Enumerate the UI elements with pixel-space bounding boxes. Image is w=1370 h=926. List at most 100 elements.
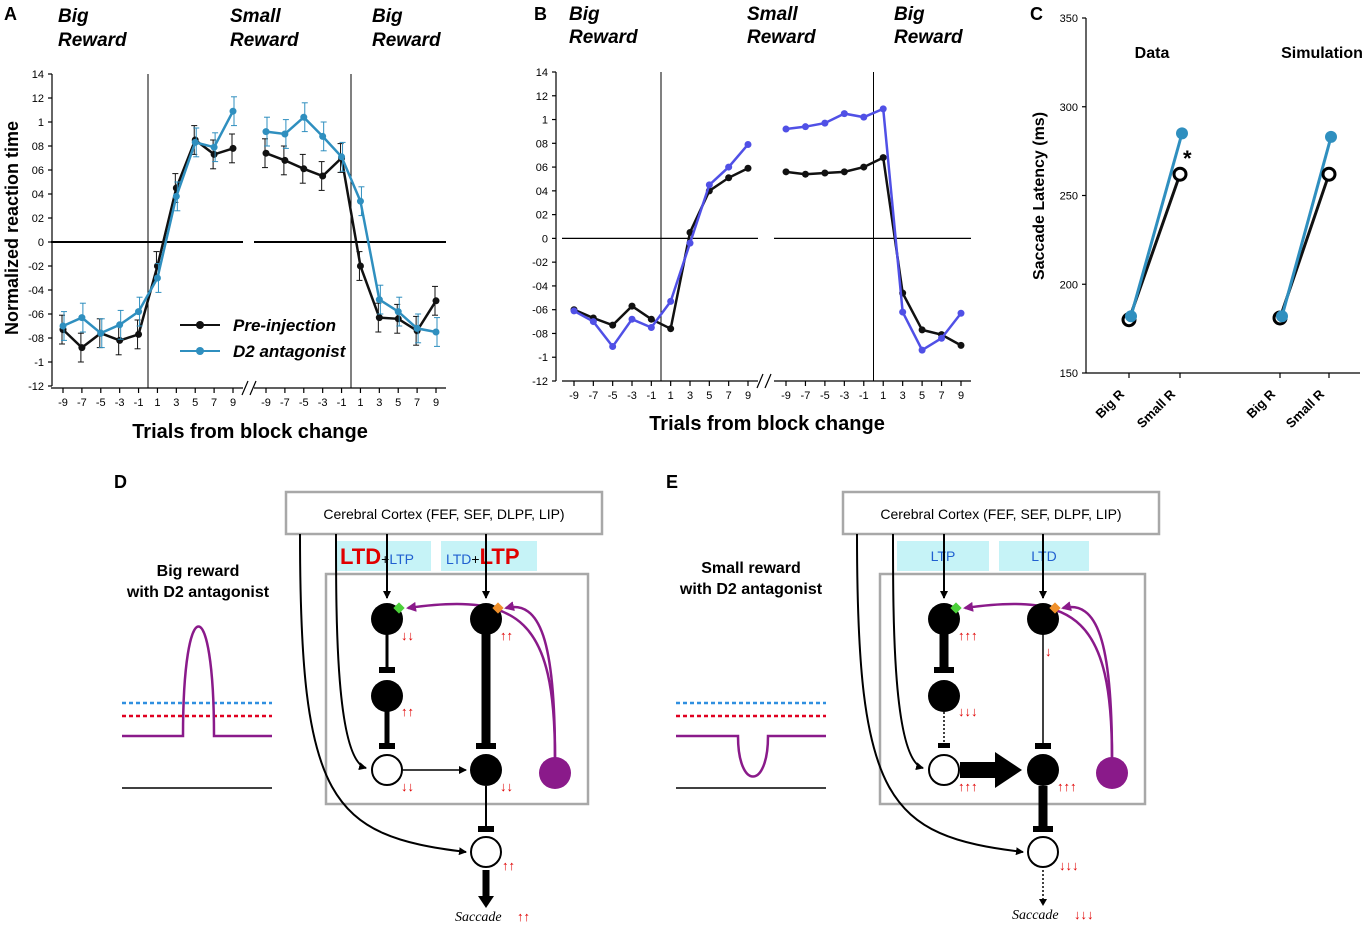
panel-e-title-1: Small reward	[701, 560, 801, 577]
x-tick-label: 5	[192, 397, 198, 409]
data-point	[860, 113, 868, 121]
cortex-box-e	[841, 490, 1161, 536]
x-tick-label: -5	[608, 390, 618, 402]
data-point	[879, 105, 887, 113]
change-arrows-e1: ↑↑↑	[958, 628, 978, 643]
panel-c-label: C	[1030, 4, 1043, 24]
panel-b-label: B	[534, 4, 547, 24]
series-line-d2	[1129, 132, 1184, 317]
data-point	[210, 150, 218, 158]
x-tick-label: -9	[569, 390, 579, 402]
basal-ganglia-box-d	[324, 572, 590, 806]
y-tick-label: 06	[32, 165, 44, 177]
x-tick-label: -3	[839, 390, 849, 402]
receptor-d1-e	[950, 602, 962, 614]
y-tick-label: -04	[532, 281, 548, 293]
data-point	[744, 140, 752, 148]
x-tick-label: -9	[58, 397, 68, 409]
saccade-arrows-d: ↑↑	[517, 909, 530, 924]
block-title-b2-l2: Reward	[747, 27, 816, 48]
data-point	[1125, 310, 1137, 323]
change-arrows-d3: ↑↑	[401, 704, 414, 719]
neuron-d-direct-striatum	[371, 603, 403, 635]
x-tick-label: 1	[880, 390, 886, 402]
legend-label-pre: Pre-injection	[233, 316, 336, 335]
panel-a-ylabel: Normalized reaction time	[2, 121, 22, 335]
y-tick-label: -1	[538, 352, 548, 364]
y-tick-label: 1	[38, 117, 44, 129]
neuron-d-stn	[371, 754, 403, 786]
series-line-d2	[573, 143, 749, 349]
block-title-b2-l1: Small	[747, 4, 798, 25]
legend-marker-pre	[196, 321, 204, 329]
block-title-a3-l2: Reward	[372, 30, 441, 51]
y-tick-label: 200	[1060, 279, 1078, 291]
x-tick-label: -1	[859, 390, 869, 402]
x-tick-label: 5	[706, 390, 712, 402]
data-point	[153, 274, 161, 282]
y-tick-label: 12	[536, 91, 548, 103]
data-point	[628, 302, 636, 310]
panel-e-label: E	[666, 472, 678, 492]
dopamine-trace-d	[122, 625, 272, 789]
saccade-arrows-e: ↓↓↓	[1074, 907, 1094, 922]
block-title-a3-l1: Big	[372, 6, 403, 27]
neuron-d-snr	[470, 754, 502, 786]
x-tick-label: 1	[154, 397, 160, 409]
x-tick-label: 7	[211, 397, 217, 409]
neuron-e-snc	[1096, 757, 1128, 789]
y-tick-label: -12	[532, 376, 548, 388]
block-title-a1-l2: Reward	[58, 30, 127, 51]
y-tick-label: -04	[28, 285, 44, 297]
significance-star: *	[1183, 146, 1192, 171]
legend-marker-d2	[196, 347, 204, 355]
data-point	[782, 125, 790, 133]
plasticity-d-left: LTD+LTP	[340, 544, 414, 569]
data-point	[628, 315, 636, 323]
panel-d-title-1: Big reward	[157, 563, 240, 580]
data-point	[782, 168, 790, 176]
panel-d: D Big reward with D2 antagonist Cerebral…	[114, 472, 604, 925]
neuron-d-gpe	[371, 680, 403, 712]
y-tick-label: -1	[34, 357, 44, 369]
block-title-a2-l2: Reward	[230, 30, 299, 51]
data-point	[1172, 166, 1188, 182]
data-point	[840, 168, 848, 176]
data-point	[319, 132, 327, 140]
axis-break	[249, 380, 257, 396]
data-point	[135, 330, 143, 338]
change-arrows-d1: ↓↓	[401, 628, 414, 643]
change-arrows-d6: ↑↑	[502, 858, 515, 873]
x-tick-label: -1	[337, 397, 347, 409]
y-tick-label: 14	[536, 67, 548, 79]
data-point	[1321, 166, 1337, 182]
data-point	[116, 321, 124, 329]
y-tick-label: 06	[536, 162, 548, 174]
y-tick-label: 350	[1060, 13, 1078, 25]
change-arrows-e5: ↑↑↑	[1057, 779, 1077, 794]
data-point	[300, 165, 308, 173]
x-tick-label: -3	[627, 390, 637, 402]
data-point	[801, 123, 809, 131]
x-tick-label: 3	[173, 397, 179, 409]
series-line-d2	[785, 107, 962, 352]
panel-d-title-2: with D2 antagonist	[126, 584, 270, 601]
data-point	[647, 324, 655, 332]
data-point	[918, 326, 926, 334]
data-point	[191, 138, 199, 146]
panel-a-label: A	[4, 4, 17, 24]
panel-b: B Big Reward Small Reward Big Reward Tri…	[532, 4, 971, 435]
x-tick-label: 5	[395, 397, 401, 409]
panel-e: E Small reward with D2 antagonist Cerebr…	[666, 472, 1161, 923]
x-tick-label: 7	[938, 390, 944, 402]
y-tick-label: 14	[32, 69, 44, 81]
neuron-e-stn	[928, 754, 960, 786]
data-point	[394, 308, 402, 316]
x-tick-label: 1	[357, 397, 363, 409]
neuron-e-direct-striatum	[928, 603, 960, 635]
saccade-label-e: Saccade	[1012, 908, 1059, 923]
data-point	[375, 314, 383, 322]
neuron-e-snr	[1027, 754, 1059, 786]
